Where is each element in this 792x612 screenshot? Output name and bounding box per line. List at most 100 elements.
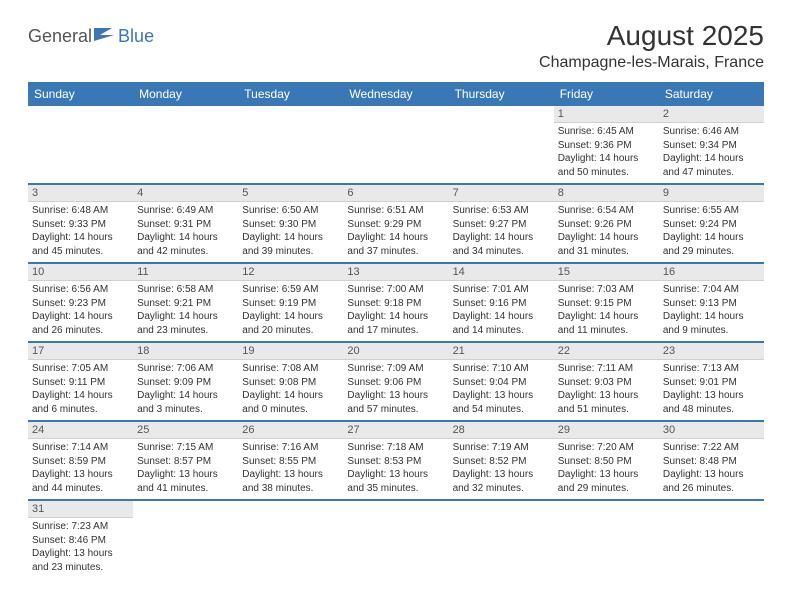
day-body: Sunrise: 6:45 AMSunset: 9:36 PMDaylight:… xyxy=(554,123,659,183)
day-body: Sunrise: 7:06 AMSunset: 9:09 PMDaylight:… xyxy=(133,360,238,420)
daylight-line1: Daylight: 14 hours xyxy=(137,310,234,324)
daylight-line2: and 3 minutes. xyxy=(137,403,234,417)
daylight-line2: and 39 minutes. xyxy=(242,245,339,259)
day-cell: 4Sunrise: 6:49 AMSunset: 9:31 PMDaylight… xyxy=(133,184,238,263)
daylight-line2: and 17 minutes. xyxy=(347,324,444,338)
day-body: Sunrise: 7:23 AMSunset: 8:46 PMDaylight:… xyxy=(28,518,133,578)
day-cell: 9Sunrise: 6:55 AMSunset: 9:24 PMDaylight… xyxy=(659,184,764,263)
sunrise-text: Sunrise: 7:08 AM xyxy=(242,362,339,376)
daylight-line1: Daylight: 14 hours xyxy=(242,310,339,324)
day-body: Sunrise: 6:58 AMSunset: 9:21 PMDaylight:… xyxy=(133,281,238,341)
day-body: Sunrise: 7:15 AMSunset: 8:57 PMDaylight:… xyxy=(133,439,238,499)
day-cell: 2Sunrise: 6:46 AMSunset: 9:34 PMDaylight… xyxy=(659,106,764,184)
day-body: Sunrise: 7:04 AMSunset: 9:13 PMDaylight:… xyxy=(659,281,764,341)
day-cell xyxy=(449,500,554,578)
sunset-text: Sunset: 9:13 PM xyxy=(663,297,760,311)
day-cell: 21Sunrise: 7:10 AMSunset: 9:04 PMDayligh… xyxy=(449,342,554,421)
daylight-line1: Daylight: 14 hours xyxy=(558,152,655,166)
col-monday: Monday xyxy=(133,82,238,106)
sunset-text: Sunset: 9:16 PM xyxy=(453,297,550,311)
sunrise-text: Sunrise: 7:01 AM xyxy=(453,283,550,297)
day-body: Sunrise: 7:14 AMSunset: 8:59 PMDaylight:… xyxy=(28,439,133,499)
daylight-line1: Daylight: 13 hours xyxy=(453,468,550,482)
day-cell: 16Sunrise: 7:04 AMSunset: 9:13 PMDayligh… xyxy=(659,263,764,342)
day-cell: 1Sunrise: 6:45 AMSunset: 9:36 PMDaylight… xyxy=(554,106,659,184)
sunrise-text: Sunrise: 7:23 AM xyxy=(32,520,129,534)
day-body: Sunrise: 7:00 AMSunset: 9:18 PMDaylight:… xyxy=(343,281,448,341)
daylight-line1: Daylight: 14 hours xyxy=(663,310,760,324)
daylight-line1: Daylight: 14 hours xyxy=(347,310,444,324)
day-cell: 12Sunrise: 6:59 AMSunset: 9:19 PMDayligh… xyxy=(238,263,343,342)
day-cell xyxy=(343,106,448,184)
day-number: 6 xyxy=(343,185,448,202)
sunset-text: Sunset: 9:18 PM xyxy=(347,297,444,311)
daylight-line1: Daylight: 14 hours xyxy=(242,231,339,245)
week-row: 3Sunrise: 6:48 AMSunset: 9:33 PMDaylight… xyxy=(28,184,764,263)
day-cell: 17Sunrise: 7:05 AMSunset: 9:11 PMDayligh… xyxy=(28,342,133,421)
day-number: 1 xyxy=(554,106,659,123)
daylight-line1: Daylight: 14 hours xyxy=(347,231,444,245)
sunset-text: Sunset: 9:19 PM xyxy=(242,297,339,311)
sunset-text: Sunset: 9:01 PM xyxy=(663,376,760,390)
daylight-line2: and 29 minutes. xyxy=(663,245,760,259)
day-number: 8 xyxy=(554,185,659,202)
sunset-text: Sunset: 9:08 PM xyxy=(242,376,339,390)
daylight-line1: Daylight: 14 hours xyxy=(242,389,339,403)
day-cell: 20Sunrise: 7:09 AMSunset: 9:06 PMDayligh… xyxy=(343,342,448,421)
sunset-text: Sunset: 9:29 PM xyxy=(347,218,444,232)
daylight-line1: Daylight: 13 hours xyxy=(242,468,339,482)
day-number: 28 xyxy=(449,422,554,439)
day-body: Sunrise: 7:13 AMSunset: 9:01 PMDaylight:… xyxy=(659,360,764,420)
sunset-text: Sunset: 9:36 PM xyxy=(558,139,655,153)
day-cell xyxy=(659,500,764,578)
sunrise-text: Sunrise: 6:48 AM xyxy=(32,204,129,218)
daylight-line2: and 41 minutes. xyxy=(137,482,234,496)
sunset-text: Sunset: 8:52 PM xyxy=(453,455,550,469)
week-row: 31Sunrise: 7:23 AMSunset: 8:46 PMDayligh… xyxy=(28,500,764,578)
sunrise-text: Sunrise: 7:00 AM xyxy=(347,283,444,297)
daylight-line1: Daylight: 13 hours xyxy=(347,389,444,403)
sunrise-text: Sunrise: 7:19 AM xyxy=(453,441,550,455)
sunrise-text: Sunrise: 7:03 AM xyxy=(558,283,655,297)
sunrise-text: Sunrise: 6:45 AM xyxy=(558,125,655,139)
sunset-text: Sunset: 8:57 PM xyxy=(137,455,234,469)
day-number: 18 xyxy=(133,343,238,360)
daylight-line1: Daylight: 14 hours xyxy=(453,310,550,324)
day-body: Sunrise: 7:09 AMSunset: 9:06 PMDaylight:… xyxy=(343,360,448,420)
day-cell xyxy=(238,106,343,184)
logo: General Blue xyxy=(28,26,154,47)
day-cell: 8Sunrise: 6:54 AMSunset: 9:26 PMDaylight… xyxy=(554,184,659,263)
day-cell xyxy=(449,106,554,184)
sunrise-text: Sunrise: 6:58 AM xyxy=(137,283,234,297)
daylight-line2: and 23 minutes. xyxy=(32,561,129,575)
day-cell: 15Sunrise: 7:03 AMSunset: 9:15 PMDayligh… xyxy=(554,263,659,342)
sunrise-text: Sunrise: 7:18 AM xyxy=(347,441,444,455)
day-number: 16 xyxy=(659,264,764,281)
daylight-line1: Daylight: 13 hours xyxy=(663,389,760,403)
day-number: 24 xyxy=(28,422,133,439)
sunrise-text: Sunrise: 6:54 AM xyxy=(558,204,655,218)
daylight-line1: Daylight: 13 hours xyxy=(558,389,655,403)
sunset-text: Sunset: 8:59 PM xyxy=(32,455,129,469)
day-cell xyxy=(133,500,238,578)
day-number: 19 xyxy=(238,343,343,360)
day-number: 10 xyxy=(28,264,133,281)
daylight-line1: Daylight: 13 hours xyxy=(32,468,129,482)
month-title: August 2025 xyxy=(539,20,764,52)
daylight-line1: Daylight: 13 hours xyxy=(137,468,234,482)
day-body: Sunrise: 6:56 AMSunset: 9:23 PMDaylight:… xyxy=(28,281,133,341)
day-cell xyxy=(343,500,448,578)
daylight-line2: and 54 minutes. xyxy=(453,403,550,417)
sunrise-text: Sunrise: 6:50 AM xyxy=(242,204,339,218)
daylight-line2: and 29 minutes. xyxy=(558,482,655,496)
sunset-text: Sunset: 9:09 PM xyxy=(137,376,234,390)
calendar-table: Sunday Monday Tuesday Wednesday Thursday… xyxy=(28,82,764,578)
sunrise-text: Sunrise: 6:49 AM xyxy=(137,204,234,218)
daylight-line2: and 57 minutes. xyxy=(347,403,444,417)
day-number: 30 xyxy=(659,422,764,439)
day-cell: 6Sunrise: 6:51 AMSunset: 9:29 PMDaylight… xyxy=(343,184,448,263)
day-body: Sunrise: 7:08 AMSunset: 9:08 PMDaylight:… xyxy=(238,360,343,420)
sunset-text: Sunset: 9:03 PM xyxy=(558,376,655,390)
day-cell: 11Sunrise: 6:58 AMSunset: 9:21 PMDayligh… xyxy=(133,263,238,342)
day-cell: 27Sunrise: 7:18 AMSunset: 8:53 PMDayligh… xyxy=(343,421,448,500)
